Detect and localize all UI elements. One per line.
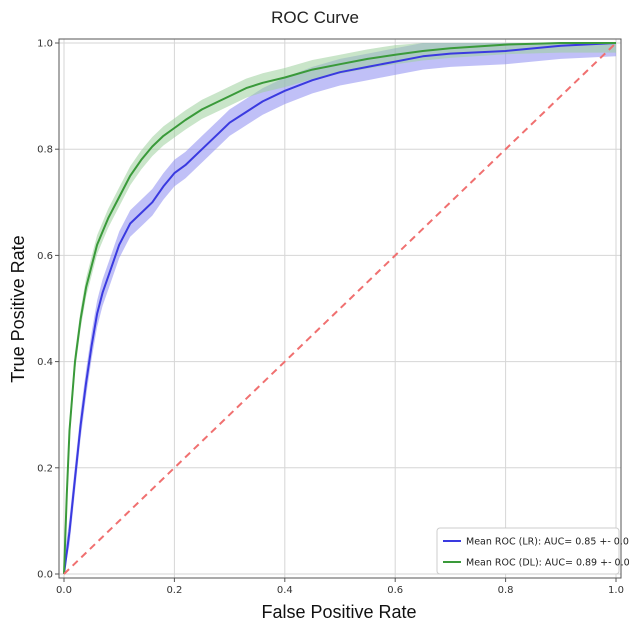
x-tick-label-5: 1.0 xyxy=(608,585,624,596)
legend-label-lr: Mean ROC (LR): AUC= 0.85 +- 0.01 xyxy=(466,537,629,548)
legend: Mean ROC (LR): AUC= 0.85 +- 0.01 Mean RO… xyxy=(436,527,629,575)
y-tick-label-5: 1.0 xyxy=(37,39,53,50)
y-tick-label-3: 0.6 xyxy=(37,251,53,262)
x-tick-label-2: 0.4 xyxy=(277,585,293,596)
y-tick-label-2: 0.4 xyxy=(37,357,53,368)
x-axis-label: False Positive Rate xyxy=(261,602,416,622)
x-tick-label-3: 0.6 xyxy=(387,585,403,596)
legend-label-dl: Mean ROC (DL): AUC= 0.89 +- 0.01 xyxy=(466,558,629,569)
plot-area-frame xyxy=(58,38,622,579)
y-tick-label-0: 0.0 xyxy=(37,570,53,581)
chart-title: ROC Curve xyxy=(271,8,359,27)
y-axis-ticks: 0.0 0.2 0.4 0.6 0.8 1.0 xyxy=(37,39,59,581)
x-tick-label-4: 0.8 xyxy=(498,585,514,596)
chance-diagonal-line xyxy=(63,42,617,575)
y-tick-label-4: 0.8 xyxy=(37,145,53,156)
y-axis-label: True Positive Rate xyxy=(8,235,28,382)
x-tick-label-1: 0.2 xyxy=(166,585,182,596)
series-lines xyxy=(63,42,617,575)
x-axis-ticks: 0.0 0.2 0.4 0.6 0.8 1.0 xyxy=(56,578,624,596)
y-tick-label-1: 0.2 xyxy=(37,463,53,474)
x-tick-label-0: 0.0 xyxy=(56,585,72,596)
line-series-0 xyxy=(63,42,617,575)
legend-box xyxy=(436,527,620,575)
line-series-1 xyxy=(63,42,616,575)
